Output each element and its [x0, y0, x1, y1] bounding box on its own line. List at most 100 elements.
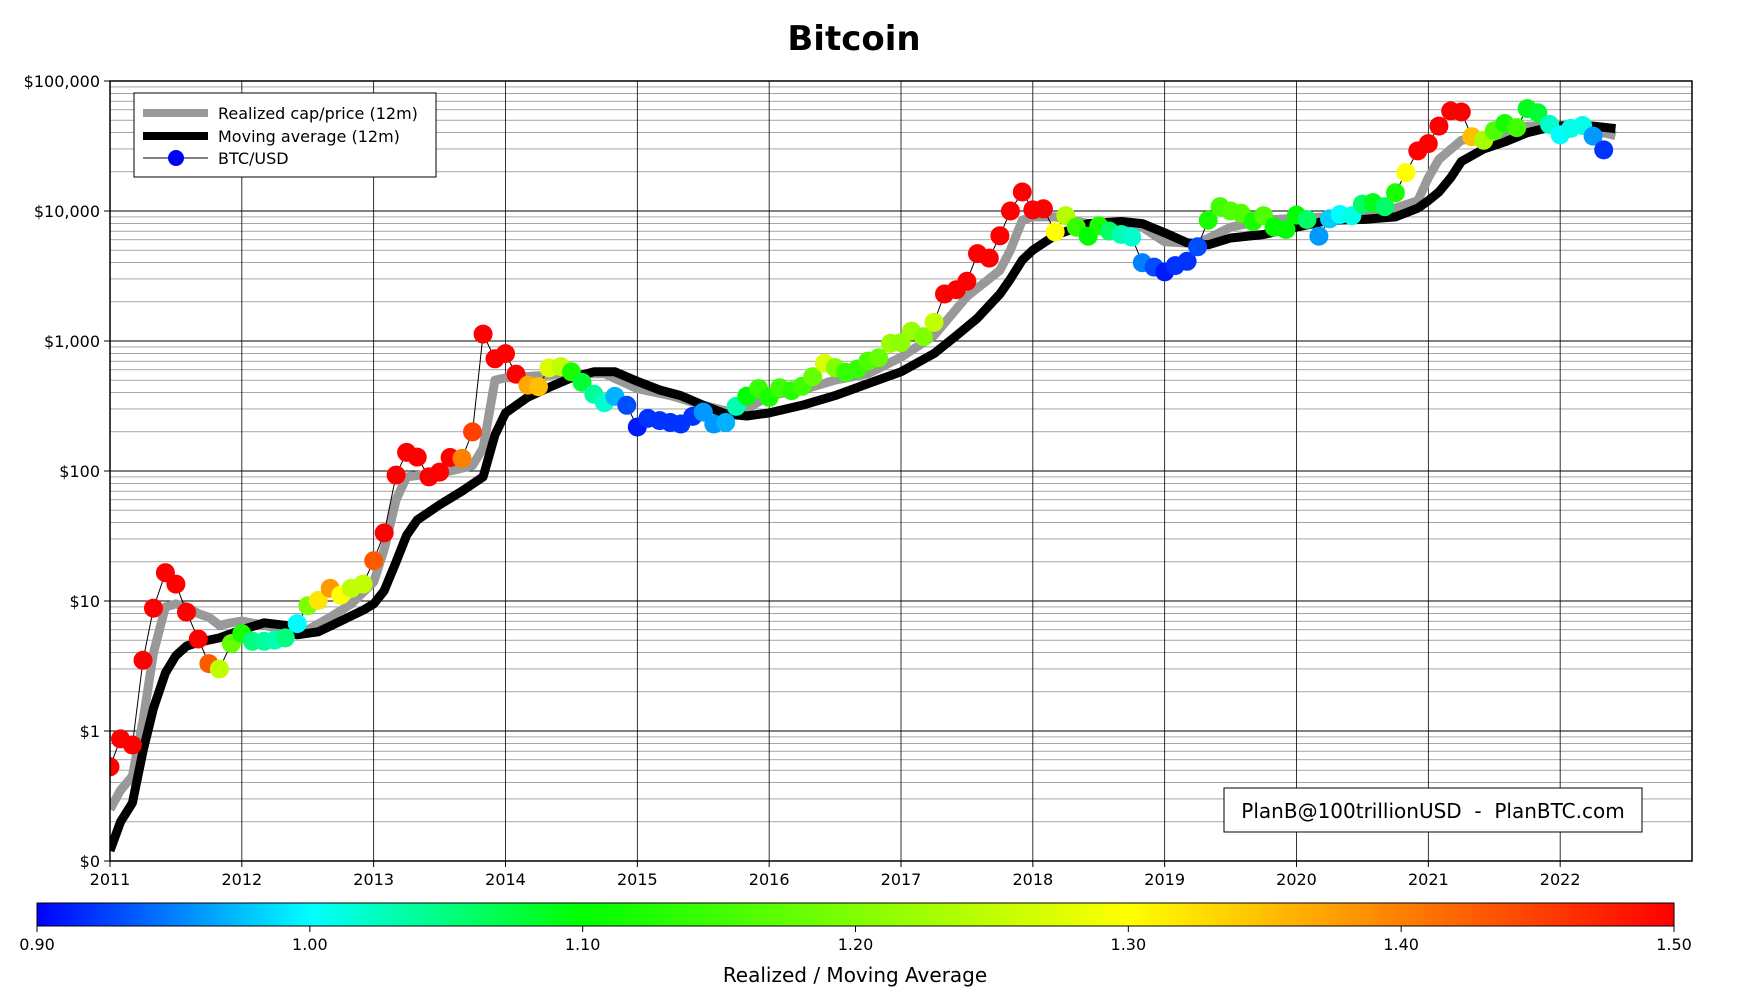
x-tick-label: 2016	[749, 870, 790, 889]
y-tick-label: $0	[80, 852, 100, 871]
colorbar-tick-label: 1.40	[1383, 935, 1419, 954]
btc-price-point	[924, 312, 944, 332]
x-axis-ticks: 2011 2012 2013 2014 2015 2016 2017 2018 2019 2020…	[90, 861, 1581, 889]
btc-price-point	[1198, 210, 1218, 230]
chart-title: Bitcoin	[787, 19, 920, 59]
x-tick-label: 2017	[881, 870, 922, 889]
y-tick-label: $1,000	[44, 332, 100, 351]
x-tick-label: 2019	[1144, 870, 1185, 889]
btc-price-point	[122, 735, 142, 755]
x-tick-label: 2013	[353, 870, 394, 889]
btc-price-point	[430, 462, 450, 482]
btc-price-point	[803, 367, 823, 387]
btc-price-point	[133, 650, 153, 670]
colorbar-tick-label: 1.20	[838, 935, 874, 954]
colorbar-bar	[36, 902, 1675, 927]
series-lines	[110, 107, 1617, 853]
btc-price-point	[617, 395, 637, 415]
btc-price-point	[110, 757, 120, 777]
btc-price-point	[287, 614, 307, 634]
watermark: PlanB@100trillionUSD - PlanBTC.com	[1223, 787, 1643, 833]
btc-price-point	[1188, 237, 1208, 257]
btc-price-point	[386, 465, 406, 485]
colorbar-tick-label: 0.90	[19, 935, 55, 954]
btc-price-point	[275, 628, 295, 648]
btc-price-point	[1385, 183, 1405, 203]
btc-price-point	[529, 377, 548, 397]
x-tick-label: 2021	[1408, 870, 1449, 889]
btc-price-point	[1012, 182, 1032, 202]
btc-price-point	[1429, 116, 1449, 136]
y-tick-label: $10	[69, 592, 100, 611]
watermark-text: PlanB@100trillionUSD - PlanBTC.com	[1241, 799, 1624, 823]
btc-price-point	[1177, 251, 1197, 271]
btc-price-point	[1507, 118, 1527, 138]
btc-price-point	[1033, 199, 1053, 219]
y-tick-label: $100,000	[24, 72, 100, 91]
colorbar-tick-label: 1.50	[1656, 935, 1692, 954]
colorbar: 0.90 1.00 1.10 1.20 1.30 1.40 1.50 Realized / …	[19, 902, 1692, 987]
btc-price-point	[1451, 102, 1471, 122]
x-tick-label: 2015	[617, 870, 658, 889]
btc-price-point	[1583, 126, 1603, 146]
btc-price-point	[452, 448, 472, 468]
colorbar-tick-label: 1.00	[292, 935, 328, 954]
y-axis-ticks: $0 $1 $10 $100 $1,000 $10,000 $100,000	[24, 72, 110, 871]
btc-price-point	[1122, 227, 1142, 247]
y-tick-label: $1	[80, 722, 100, 741]
btc-price-point	[1418, 134, 1438, 154]
realized-price-line	[110, 121, 1617, 812]
x-tick-label: 2014	[485, 870, 526, 889]
btc-price-point	[979, 248, 999, 268]
plot-area	[110, 99, 1617, 853]
grid	[109, 80, 1692, 862]
btc-price-point	[364, 551, 384, 571]
btc-price-point	[1309, 226, 1329, 246]
btc-price-point	[572, 372, 592, 392]
x-tick-label: 2012	[221, 870, 262, 889]
btc-price-point	[496, 344, 515, 364]
legend-label-realized: Realized cap/price (12m)	[218, 104, 418, 123]
legend-label-btc: BTC/USD	[218, 149, 289, 168]
x-tick-label: 2011	[90, 870, 131, 889]
colorbar-tick-label: 1.10	[565, 935, 601, 954]
colorbar-ticks: 0.90 1.00 1.10 1.20 1.30 1.40 1.50	[19, 926, 1692, 954]
btc-price-point	[374, 523, 394, 543]
x-tick-label: 2018	[1012, 870, 1053, 889]
plot-frame	[109, 80, 1693, 862]
x-tick-label: 2020	[1276, 870, 1317, 889]
y-tick-label: $10,000	[34, 202, 100, 221]
btc-price-point	[1276, 220, 1296, 239]
btc-price-point	[1396, 163, 1416, 183]
btc-price-point	[144, 598, 163, 618]
btc-price-point	[1528, 103, 1548, 123]
watermark-box	[1223, 787, 1643, 833]
btc-price-point	[166, 574, 186, 594]
legend-swatch-btc-dot	[168, 150, 184, 166]
colorbar-tick-label: 1.30	[1111, 935, 1147, 954]
btc-price-point	[1000, 201, 1020, 221]
legend-label-moving-average: Moving average (12m)	[218, 127, 400, 146]
btc-price-point	[990, 226, 1010, 246]
btc-price-point	[407, 447, 427, 467]
btc-price-point	[913, 327, 933, 347]
btc-price-point	[188, 629, 208, 649]
btc-price-point	[957, 271, 977, 291]
btc-price-point	[1375, 197, 1395, 217]
btc-price-point	[869, 348, 889, 368]
btc-price-point	[308, 590, 328, 610]
btc-price-point	[716, 413, 736, 432]
btc-points	[110, 99, 1614, 777]
btc-price-point	[1594, 140, 1614, 160]
colorbar-label: Realized / Moving Average	[723, 963, 987, 987]
btc-price-point	[353, 574, 373, 594]
btc-price-point	[473, 324, 493, 344]
btc-price-point	[177, 602, 196, 622]
btc-price-point	[209, 659, 229, 679]
legend: Realized cap/price (12m) Moving average …	[133, 92, 437, 178]
y-tick-label: $100	[59, 462, 100, 481]
x-tick-label: 2022	[1540, 870, 1581, 889]
btc-price-point	[463, 422, 482, 442]
